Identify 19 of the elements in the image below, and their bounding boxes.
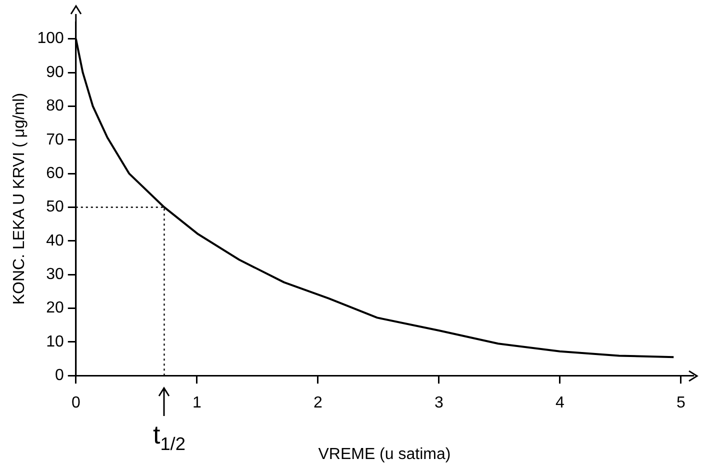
y-tick-label: 40 [46, 232, 64, 250]
x-tick-label: 4 [555, 394, 564, 412]
x-tick-label: 2 [313, 394, 322, 412]
x-axis-title: VREME (u satima) [318, 446, 451, 463]
y-tick-label: 30 [46, 266, 64, 283]
y-axis-title: KONC. LEKA U KRVI ( μg/ml) [11, 92, 28, 305]
y-tick-label: 20 [46, 300, 64, 317]
y-tick-label: 80 [46, 98, 64, 115]
y-tick-label: 50 [46, 198, 64, 216]
y-tick-label: 0 [54, 367, 64, 384]
y-tick-label: 10 [46, 333, 64, 350]
x-tick-label: 0 [71, 394, 80, 412]
x-tick-label: 3 [434, 394, 444, 412]
x-tick-label: 5 [676, 394, 686, 412]
y-tick-label: 90 [46, 64, 64, 81]
y-tick-label: 100 [37, 30, 64, 48]
y-tick-label: 60 [46, 164, 64, 182]
x-tick-label: 1 [192, 394, 202, 412]
y-tick-label: 70 [46, 131, 64, 148]
